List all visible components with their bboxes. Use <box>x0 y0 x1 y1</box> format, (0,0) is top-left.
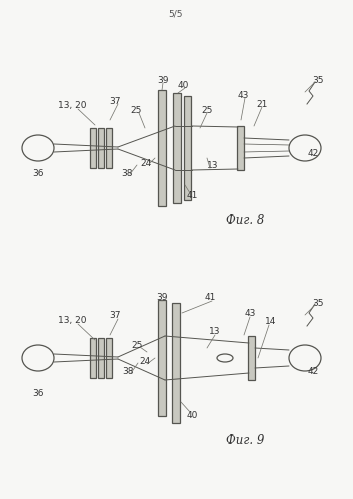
Text: 41: 41 <box>186 192 198 201</box>
Text: 42: 42 <box>307 367 319 377</box>
Text: 35: 35 <box>312 75 324 84</box>
Text: Фиг. 9: Фиг. 9 <box>226 434 264 447</box>
Bar <box>184 96 191 200</box>
Bar <box>158 300 166 416</box>
Bar <box>237 126 244 170</box>
Text: 13, 20: 13, 20 <box>58 100 86 109</box>
Text: 43: 43 <box>244 309 256 318</box>
Text: 13: 13 <box>209 327 221 336</box>
Bar <box>158 90 166 206</box>
Text: 40: 40 <box>186 411 198 420</box>
Text: Фиг. 8: Фиг. 8 <box>226 214 264 227</box>
Bar <box>90 338 96 378</box>
Text: 39: 39 <box>156 293 168 302</box>
Text: 38: 38 <box>121 169 133 178</box>
Text: 21: 21 <box>256 99 268 108</box>
Text: 24: 24 <box>139 357 151 366</box>
Text: 43: 43 <box>237 90 249 99</box>
Text: 5/5: 5/5 <box>169 9 183 18</box>
Bar <box>90 128 96 168</box>
Text: 13, 20: 13, 20 <box>58 315 86 324</box>
Text: 38: 38 <box>122 367 134 377</box>
Bar <box>106 128 112 168</box>
Text: 36: 36 <box>32 169 44 178</box>
Text: 13: 13 <box>207 162 219 171</box>
Bar <box>248 336 255 380</box>
Text: 25: 25 <box>201 105 213 114</box>
Bar <box>98 128 103 168</box>
Text: 39: 39 <box>157 75 169 84</box>
Text: 41: 41 <box>204 293 216 302</box>
Text: 14: 14 <box>265 317 277 326</box>
Text: 37: 37 <box>109 311 121 320</box>
Text: 24: 24 <box>140 159 152 168</box>
Text: 25: 25 <box>130 105 142 114</box>
Bar <box>173 93 181 203</box>
Text: 42: 42 <box>307 150 319 159</box>
Bar <box>98 338 103 378</box>
Text: 37: 37 <box>109 96 121 105</box>
Bar <box>106 338 112 378</box>
Text: 36: 36 <box>32 389 44 398</box>
Bar <box>172 303 180 423</box>
Text: 35: 35 <box>312 298 324 307</box>
Text: 25: 25 <box>131 340 143 349</box>
Text: 40: 40 <box>177 80 189 89</box>
